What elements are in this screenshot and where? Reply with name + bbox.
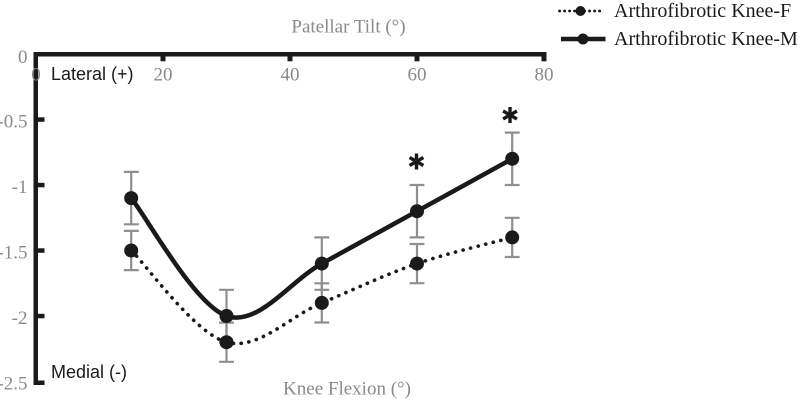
svg-text:-0.5: -0.5: [0, 112, 28, 133]
svg-text:20: 20: [154, 65, 173, 86]
svg-text:40: 40: [281, 65, 300, 86]
svg-text:Arthrofibrotic Knee-F: Arthrofibrotic Knee-F: [614, 0, 791, 22]
svg-text:Medial (-): Medial (-): [51, 362, 127, 382]
svg-text:Lateral (+): Lateral (+): [51, 64, 134, 84]
svg-text:-2.5: -2.5: [0, 374, 28, 395]
svg-text:Knee Flexion (°): Knee Flexion (°): [283, 379, 411, 400]
svg-text:-1: -1: [12, 177, 28, 198]
svg-text:0: 0: [31, 65, 41, 86]
svg-text:Patellar Tilt (°): Patellar Tilt (°): [291, 17, 405, 38]
svg-text:60: 60: [408, 65, 427, 86]
svg-text:80: 80: [535, 65, 554, 86]
svg-text:Arthrofibrotic Knee-M: Arthrofibrotic Knee-M: [614, 28, 798, 50]
svg-text:-2: -2: [12, 308, 28, 329]
svg-text:-1.5: -1.5: [0, 243, 28, 264]
svg-text:0: 0: [18, 47, 28, 68]
